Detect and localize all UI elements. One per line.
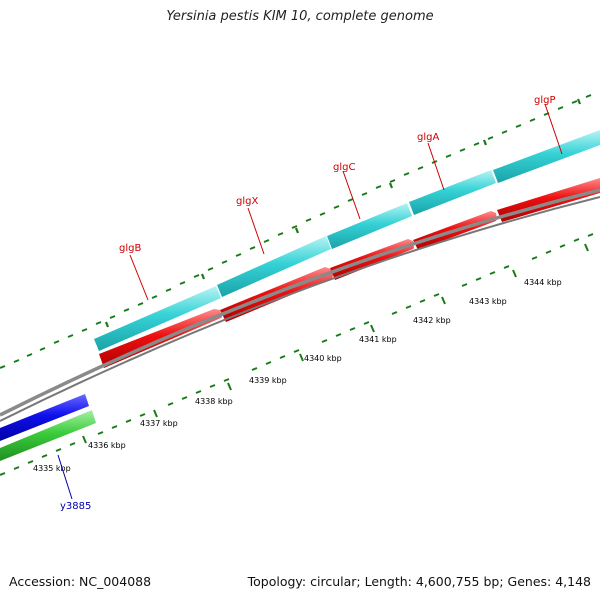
gene-leader-glgX [247,207,265,255]
cog-feature-glgB[interactable] [94,286,221,351]
gene-label-glgC[interactable]: glgC [333,162,355,173]
gene-leader-glgA [427,142,445,191]
genome-stats-text: Topology: circular; Length: 4,600,755 bp… [247,574,591,589]
scale-label-4336: 4336 kbp [88,441,126,450]
cog-feature-glgC[interactable] [327,203,412,249]
inner-tick-ring [0,233,594,476]
scale-labels: 4335 kbp 4336 kbp 4337 kbp 4338 kbp 4339… [33,278,562,473]
scale-label-4339: 4339 kbp [249,376,287,385]
outer-major-ticks [104,98,582,328]
gene-leader-glgB [129,254,149,301]
inner-major-ticks [82,243,589,444]
gene-labels: glgB glgX glgC glgA glgP y3885 [57,95,563,512]
scale-label-4335: 4335 kbp [33,464,71,473]
gene-label-glgB[interactable]: glgB [119,243,141,254]
cds-y3885[interactable] [0,394,89,441]
gene-label-glgX[interactable]: glgX [236,196,258,207]
gene-leader-y3885 [57,454,73,500]
gene-label-glgA[interactable]: glgA [417,132,439,143]
outer-tick-ring [0,94,592,369]
accession-text: Accession: NC_004088 [9,574,152,589]
scale-label-4340: 4340 kbp [304,354,342,363]
cog-feature-glgA[interactable] [409,170,496,215]
gene-leader-glgP [544,103,563,155]
cog-feature-glgP[interactable] [493,130,600,183]
scale-label-4342: 4342 kbp [413,316,451,325]
scale-label-4338: 4338 kbp [195,397,233,406]
scale-label-4341: 4341 kbp [359,335,397,344]
cog-feature-glgX[interactable] [217,236,331,297]
cog-track [94,130,600,351]
gene-label-y3885[interactable]: y3885 [60,501,91,512]
gene-label-glgP[interactable]: glgP [534,95,556,106]
genome-backbone [0,188,600,417]
scale-label-4343: 4343 kbp [469,297,507,306]
map-title: Yersinia pestis KIM 10, complete genome [166,9,434,24]
scale-label-4344: 4344 kbp [524,278,562,287]
rna-feature[interactable] [0,410,96,461]
scale-label-4337: 4337 kbp [140,419,178,428]
genome-backbone-inner [0,196,600,422]
gene-leader-glgC [342,170,361,220]
